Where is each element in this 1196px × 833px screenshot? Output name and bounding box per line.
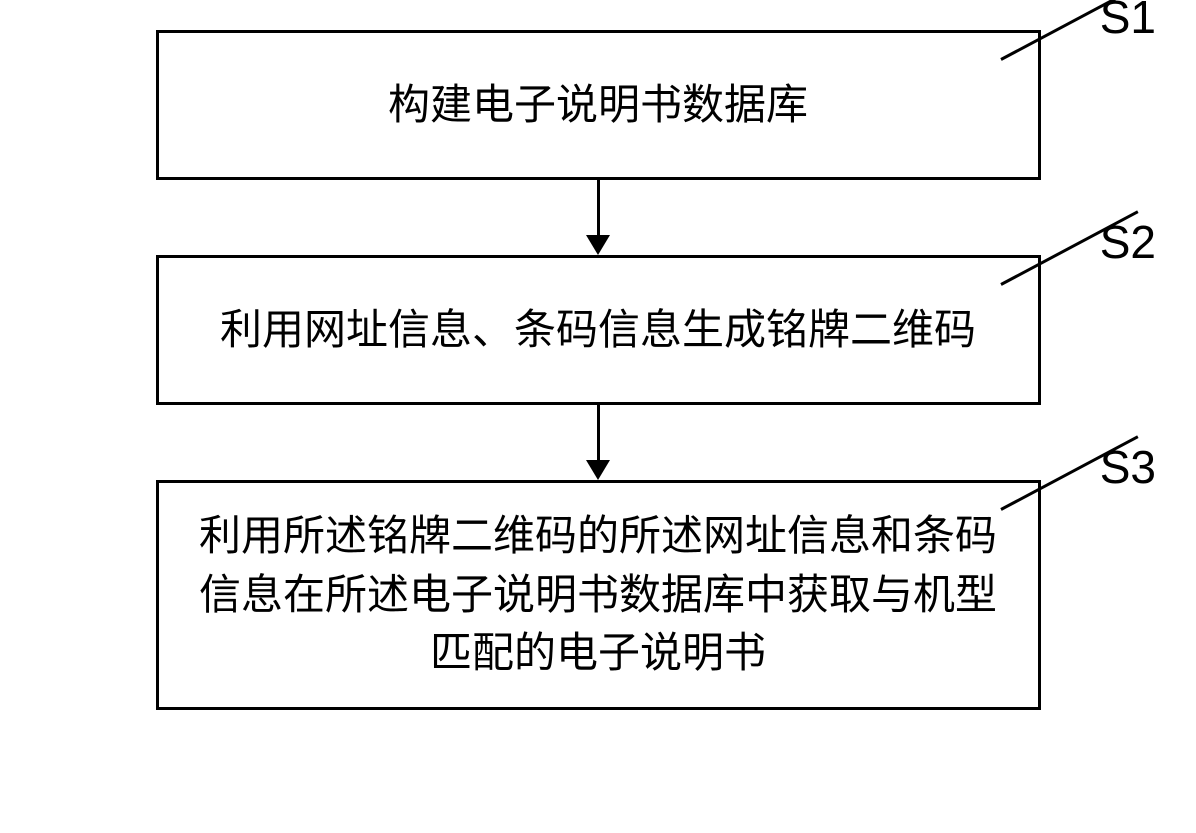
flowchart-container: S1 构建电子说明书数据库 S2 利用网址信息、条码信息生成铭牌二维码 S3 利… bbox=[20, 30, 1176, 710]
step-3-label: S3 bbox=[1100, 440, 1156, 494]
step-1-box: 构建电子说明书数据库 bbox=[156, 30, 1041, 180]
arrow-1 bbox=[586, 180, 610, 255]
step-2-box: 利用网址信息、条码信息生成铭牌二维码 bbox=[156, 255, 1041, 405]
step-1-container: S1 构建电子说明书数据库 bbox=[20, 30, 1176, 180]
step-3-container: S3 利用所述铭牌二维码的所述网址信息和条码信息在所述电子说明书数据库中获取与机… bbox=[20, 480, 1176, 710]
step-3-box: 利用所述铭牌二维码的所述网址信息和条码信息在所述电子说明书数据库中获取与机型匹配… bbox=[156, 480, 1041, 710]
step-3-text: 利用所述铭牌二维码的所述网址信息和条码信息在所述电子说明书数据库中获取与机型匹配… bbox=[189, 507, 1008, 683]
arrow-2-line bbox=[597, 405, 600, 460]
step-1-text: 构建电子说明书数据库 bbox=[388, 76, 808, 135]
arrow-1-line bbox=[597, 180, 600, 235]
arrow-2-head bbox=[586, 460, 610, 480]
step-2-container: S2 利用网址信息、条码信息生成铭牌二维码 bbox=[20, 255, 1176, 405]
arrow-2 bbox=[586, 405, 610, 480]
step-1-label: S1 bbox=[1100, 0, 1156, 44]
step-2-label: S2 bbox=[1100, 215, 1156, 269]
arrow-1-head bbox=[586, 235, 610, 255]
step-2-text: 利用网址信息、条码信息生成铭牌二维码 bbox=[220, 301, 976, 360]
